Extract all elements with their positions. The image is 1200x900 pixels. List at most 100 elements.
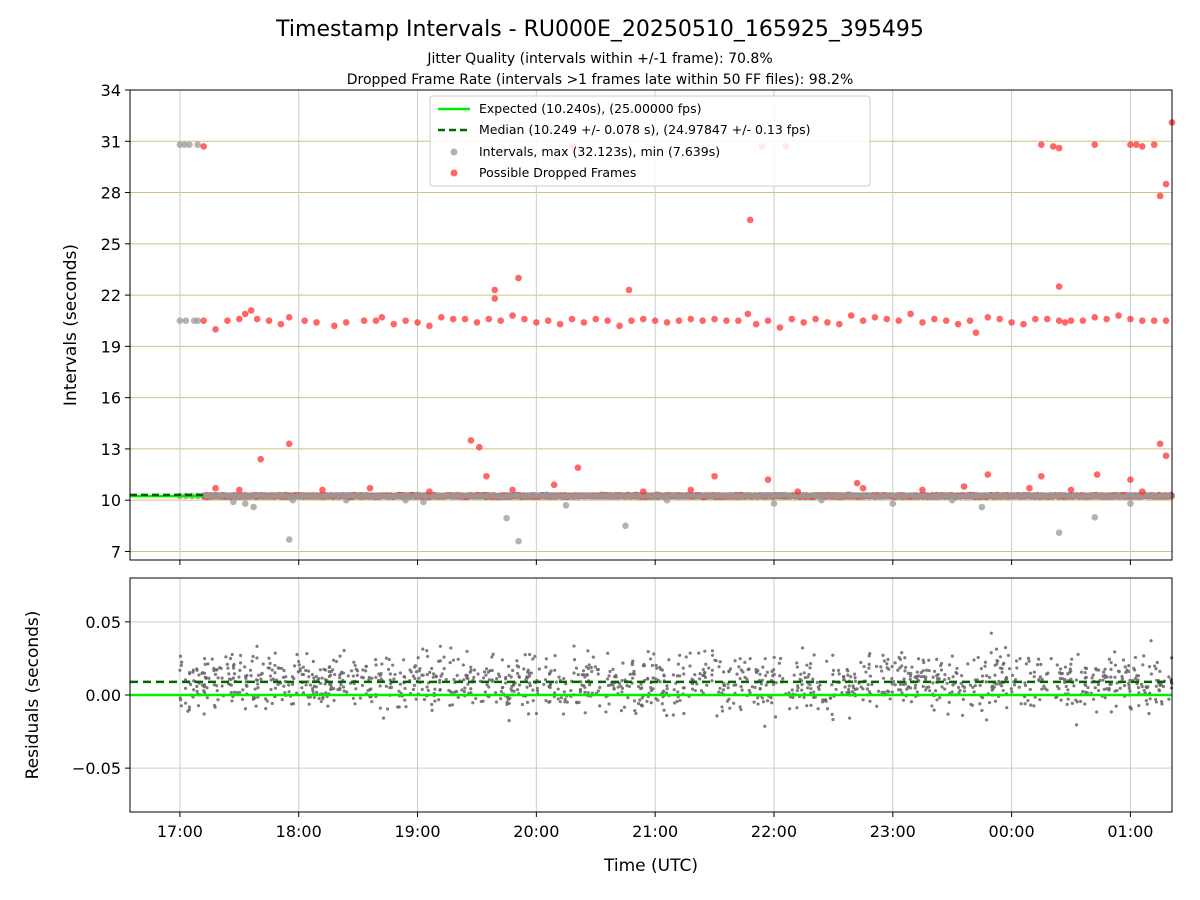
residual-point: [1070, 701, 1074, 705]
residual-point: [756, 702, 760, 706]
residual-point: [802, 671, 806, 675]
residual-point: [746, 668, 750, 672]
residual-point: [646, 677, 650, 681]
residual-point: [870, 682, 874, 687]
residual-point: [535, 689, 540, 693]
residual-point: [715, 714, 719, 718]
residual-point: [452, 677, 456, 682]
residual-point: [954, 670, 958, 675]
dropped-frame-point: [1138, 488, 1146, 495]
residual-point: [267, 666, 271, 670]
dropped-frame-point: [675, 317, 683, 325]
residual-point: [649, 688, 654, 693]
residual-point: [578, 688, 582, 692]
residual-point: [349, 669, 354, 673]
residual-point: [808, 683, 812, 687]
residual-point: [915, 670, 919, 674]
residual-point: [577, 700, 581, 705]
residual-point: [636, 685, 641, 689]
residual-point: [795, 661, 799, 665]
residual-point: [1114, 704, 1118, 708]
residual-point: [1004, 677, 1008, 681]
dropped-frame-point: [568, 315, 576, 323]
intervals-y-tick-label: 19: [101, 337, 121, 356]
residual-point: [1093, 686, 1097, 690]
residual-point: [1153, 664, 1157, 668]
dropped-frame-point: [687, 486, 695, 494]
residual-point: [225, 662, 229, 666]
residual-point: [326, 704, 330, 708]
residual-point: [273, 686, 278, 690]
residual-point: [812, 653, 816, 657]
residual-point: [517, 675, 521, 679]
dropped-frame-point: [1049, 143, 1057, 150]
x-tick-label: 21:00: [632, 822, 678, 841]
residual-point: [1141, 663, 1145, 667]
residual-point: [495, 677, 499, 681]
residual-point: [1065, 702, 1069, 706]
residual-point: [370, 676, 374, 680]
residual-point: [1083, 670, 1087, 675]
residual-point: [798, 677, 802, 681]
residual-point: [882, 659, 886, 663]
residual-point: [1091, 697, 1096, 701]
residual-point: [331, 668, 335, 672]
residual-point: [1000, 684, 1004, 688]
residual-point: [718, 660, 722, 664]
residual-point: [506, 698, 510, 702]
residual-point: [287, 683, 291, 687]
residual-point: [1169, 686, 1174, 690]
residual-point: [238, 661, 243, 665]
residual-point: [743, 660, 747, 664]
dropped-frame-point: [414, 319, 421, 326]
residual-point: [1129, 707, 1133, 711]
residual-point: [195, 667, 199, 671]
intervals-frame: [129, 89, 1173, 561]
residual-point: [1103, 696, 1107, 700]
residual-point: [1113, 663, 1118, 667]
residual-point: [1000, 670, 1004, 674]
residual-point: [802, 695, 806, 700]
residual-point: [931, 681, 935, 685]
residual-point: [598, 685, 602, 690]
residual-point: [1059, 698, 1063, 702]
residual-point: [562, 690, 566, 694]
residual-point: [834, 687, 838, 691]
residual-point: [993, 699, 998, 703]
residual-point: [811, 677, 815, 681]
residual-point: [243, 707, 248, 711]
dropped-frame-point: [253, 315, 261, 323]
residual-point: [437, 698, 441, 702]
residual-point: [1097, 668, 1101, 672]
residual-point: [598, 704, 602, 708]
residual-point: [290, 682, 295, 686]
residual-point: [847, 687, 851, 692]
residual-point: [1160, 699, 1164, 704]
residual-point: [1167, 697, 1171, 701]
residual-point: [1123, 665, 1127, 669]
residual-point: [660, 702, 664, 706]
residual-point: [707, 666, 711, 670]
residual-point: [704, 662, 708, 666]
residual-point: [397, 689, 401, 693]
intervals-y-axis-label: Intervals (seconds): [61, 244, 81, 406]
residual-point: [903, 656, 907, 660]
residual-point: [619, 708, 624, 713]
residual-point: [1024, 662, 1029, 666]
residual-point: [533, 654, 537, 658]
residual-point: [907, 685, 911, 689]
residual-point: [652, 652, 656, 656]
residual-point: [553, 654, 557, 658]
residual-point: [404, 705, 408, 709]
dropped-frame-point: [984, 314, 992, 321]
residual-point: [487, 685, 491, 689]
residual-point: [1109, 710, 1113, 714]
residual-point: [1049, 657, 1053, 661]
residual-point: [710, 673, 714, 677]
residual-point: [354, 667, 358, 671]
residual-point: [641, 664, 645, 668]
residual-point: [672, 688, 676, 692]
residual-point: [282, 684, 286, 688]
residual-point: [238, 690, 242, 695]
dropped-frame-point: [1067, 486, 1075, 494]
